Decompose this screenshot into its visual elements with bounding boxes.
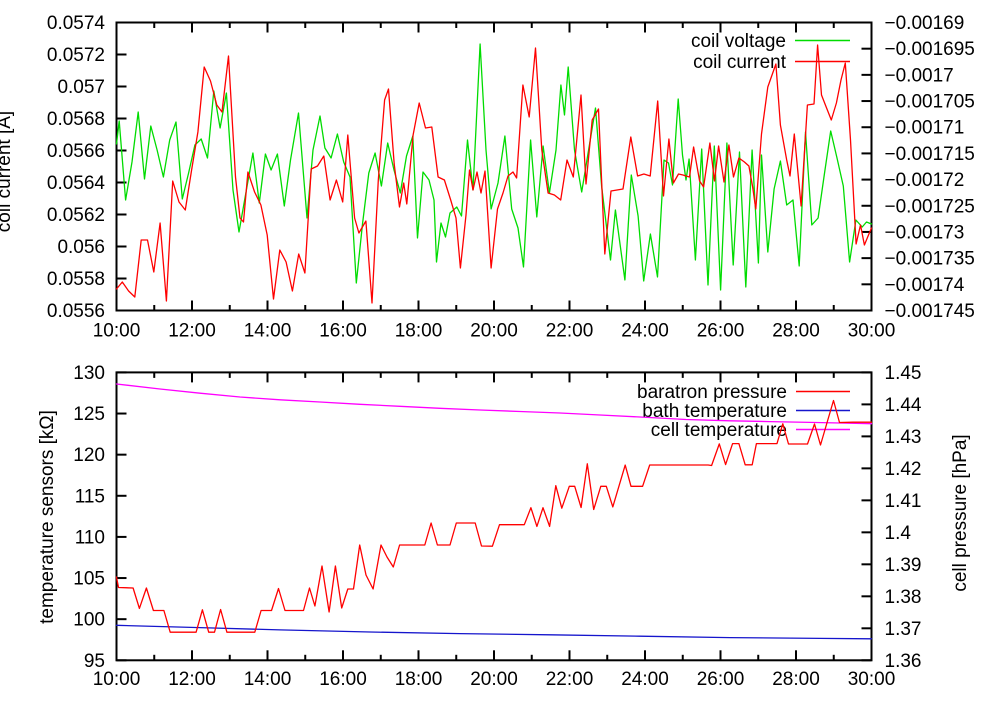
svg-text:22:00: 22:00: [546, 669, 594, 690]
svg-text:coil current [A]: coil current [A]: [0, 111, 15, 232]
svg-text:0.0562: 0.0562: [47, 205, 105, 226]
svg-text:−0.001745: −0.001745: [885, 301, 975, 322]
svg-text:14:00: 14:00: [244, 669, 292, 690]
svg-text:1.38: 1.38: [885, 587, 922, 608]
svg-text:100: 100: [73, 610, 105, 631]
svg-text:1.45: 1.45: [885, 363, 922, 384]
svg-text:0.056: 0.056: [57, 237, 105, 258]
svg-text:1.42: 1.42: [885, 459, 922, 480]
svg-text:120: 120: [73, 445, 105, 466]
svg-text:95: 95: [84, 651, 105, 672]
svg-text:0.0566: 0.0566: [47, 141, 105, 162]
svg-text:24:00: 24:00: [621, 321, 669, 342]
svg-text:−0.00174: −0.00174: [885, 275, 965, 296]
svg-text:125: 125: [73, 404, 105, 425]
svg-text:16:00: 16:00: [319, 321, 367, 342]
svg-text:−0.001705: −0.001705: [885, 92, 975, 113]
svg-text:0.0572: 0.0572: [47, 45, 105, 66]
svg-text:0.057: 0.057: [57, 77, 105, 98]
svg-text:26:00: 26:00: [697, 321, 745, 342]
svg-text:12:00: 12:00: [168, 669, 216, 690]
svg-text:110: 110: [75, 527, 105, 548]
svg-text:12:00: 12:00: [168, 321, 216, 342]
svg-text:10:00: 10:00: [93, 321, 141, 342]
svg-text:10:00: 10:00: [93, 669, 141, 690]
svg-text:1.36: 1.36: [885, 651, 922, 672]
svg-text:20:00: 20:00: [470, 321, 518, 342]
svg-text:cell pressure [hPa]: cell pressure [hPa]: [950, 434, 971, 591]
svg-text:1.43: 1.43: [885, 427, 922, 448]
svg-text:24:00: 24:00: [621, 669, 669, 690]
svg-text:bath temperature: bath temperature: [642, 401, 787, 422]
svg-text:1.44: 1.44: [885, 395, 922, 416]
svg-text:115: 115: [75, 486, 105, 507]
svg-text:26:00: 26:00: [697, 669, 745, 690]
svg-text:−0.00171: −0.00171: [885, 118, 965, 139]
svg-text:−0.001695: −0.001695: [885, 39, 975, 60]
svg-text:−0.00172: −0.00172: [885, 170, 965, 191]
svg-text:0.0558: 0.0558: [47, 269, 105, 290]
svg-text:16:00: 16:00: [319, 669, 367, 690]
svg-text:22:00: 22:00: [546, 321, 594, 342]
svg-text:0.0568: 0.0568: [47, 109, 105, 130]
svg-text:130: 130: [73, 363, 105, 384]
svg-text:baratron pressure: baratron pressure: [637, 382, 787, 403]
svg-text:0.0574: 0.0574: [47, 13, 106, 34]
svg-text:temperature sensors [kΩ]: temperature sensors [kΩ]: [37, 410, 58, 624]
svg-text:−0.001725: −0.001725: [885, 196, 975, 217]
svg-text:28:00: 28:00: [772, 321, 820, 342]
svg-text:1.4: 1.4: [885, 523, 912, 544]
svg-text:30:00: 30:00: [848, 669, 896, 690]
svg-text:1.37: 1.37: [885, 619, 922, 640]
svg-text:105: 105: [73, 569, 105, 590]
svg-text:18:00: 18:00: [395, 669, 443, 690]
svg-text:−0.0017: −0.0017: [885, 65, 954, 86]
svg-text:−0.00173: −0.00173: [885, 223, 965, 244]
svg-text:coil voltage: coil voltage: [691, 31, 786, 52]
svg-text:cell temperature: cell temperature: [651, 420, 787, 441]
svg-text:20:00: 20:00: [470, 669, 518, 690]
svg-text:−0.00169: −0.00169: [885, 13, 965, 34]
svg-text:28:00: 28:00: [772, 669, 820, 690]
svg-text:30:00: 30:00: [848, 321, 896, 342]
svg-text:1.41: 1.41: [885, 491, 922, 512]
svg-text:coil current: coil current: [693, 52, 787, 73]
svg-text:18:00: 18:00: [395, 321, 443, 342]
svg-text:14:00: 14:00: [244, 321, 292, 342]
svg-text:0.0556: 0.0556: [47, 301, 105, 322]
svg-text:−0.001715: −0.001715: [885, 144, 975, 165]
svg-text:−0.001735: −0.001735: [885, 249, 975, 270]
svg-text:1.39: 1.39: [885, 555, 922, 576]
svg-text:0.0564: 0.0564: [47, 173, 106, 194]
